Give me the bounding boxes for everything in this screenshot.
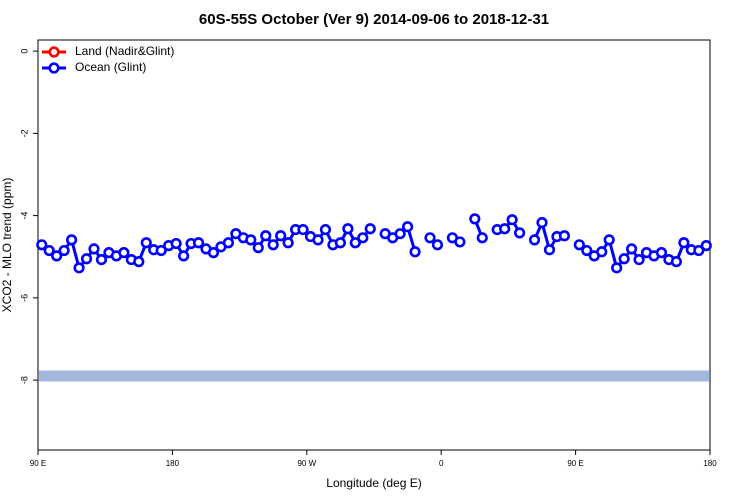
data-point (275, 230, 287, 242)
data-point (618, 253, 630, 265)
data-point (73, 262, 85, 274)
legend-marker (48, 62, 60, 74)
data-point (118, 247, 130, 259)
data-point (700, 240, 712, 252)
data-point (431, 239, 444, 251)
data-point (65, 234, 78, 246)
data-point (357, 232, 369, 244)
data-point (349, 237, 361, 249)
x-tick-label: 90 E (567, 459, 583, 468)
data-point (528, 234, 541, 246)
data-point (670, 256, 683, 268)
data-point (80, 253, 93, 265)
data-point (140, 237, 152, 249)
x-tick-label: 90 E (30, 459, 46, 468)
legend-label: Land (Nadir&Glint) (75, 44, 174, 58)
data-point (596, 246, 608, 258)
data-point (334, 237, 347, 249)
data-point (536, 216, 548, 229)
data-point (402, 221, 414, 233)
data-point (611, 262, 623, 274)
data-point (454, 236, 466, 248)
data-point (678, 237, 690, 249)
data-point (178, 250, 190, 262)
data-point (499, 223, 511, 235)
data-point (469, 213, 481, 225)
data-point (133, 256, 145, 268)
chart-title: 60S-55S October (Ver 9) 2014-09-06 to 20… (199, 11, 549, 28)
data-point (245, 234, 257, 246)
data-point (297, 223, 309, 236)
data-point (319, 223, 332, 236)
y-tick-label: -2 (19, 129, 29, 137)
data-point (192, 237, 205, 249)
y-tick-label: 0 (19, 49, 29, 54)
data-point (252, 242, 264, 254)
y-tick-label: -6 (19, 294, 29, 302)
x-tick-label: 180 (703, 459, 717, 468)
data-point (581, 244, 593, 257)
y-tick-label: -8 (19, 376, 29, 384)
data-point (51, 250, 63, 262)
data-point (633, 253, 645, 266)
y-axis-label: XCO2 - MLO trend (ppm) (0, 178, 14, 313)
data-point (655, 247, 668, 259)
data-point (282, 237, 294, 249)
data-point (43, 244, 55, 257)
x-tick-label: 90 W (297, 459, 316, 468)
x-axis-label: Longitude (deg E) (326, 476, 421, 490)
data-point (170, 237, 182, 250)
data-point (260, 230, 272, 242)
data-point (603, 234, 615, 246)
data-point (424, 232, 436, 244)
data-point (364, 223, 376, 235)
legend-label: Ocean (Glint) (75, 60, 146, 74)
data-point (267, 239, 279, 251)
data-point (342, 223, 354, 235)
data-point (88, 243, 100, 255)
x-tick-label: 180 (166, 459, 180, 468)
data-point (58, 244, 70, 257)
data-point (625, 243, 638, 255)
data-point (409, 246, 421, 258)
data-point (207, 247, 220, 259)
data-point (543, 244, 556, 256)
data-point (476, 232, 488, 244)
data-point (222, 237, 234, 249)
data-point (394, 228, 406, 240)
data-point (506, 214, 518, 226)
data-point (693, 244, 705, 257)
x-tick-label: 0 (439, 459, 444, 468)
data-point (558, 230, 571, 242)
data-point (573, 239, 585, 251)
data-point (312, 234, 324, 246)
legend-marker (48, 46, 60, 58)
data-point (513, 227, 526, 239)
y-tick-label: -4 (19, 212, 29, 220)
data-point (95, 253, 108, 266)
data-point (155, 244, 167, 257)
data-point (36, 239, 48, 251)
